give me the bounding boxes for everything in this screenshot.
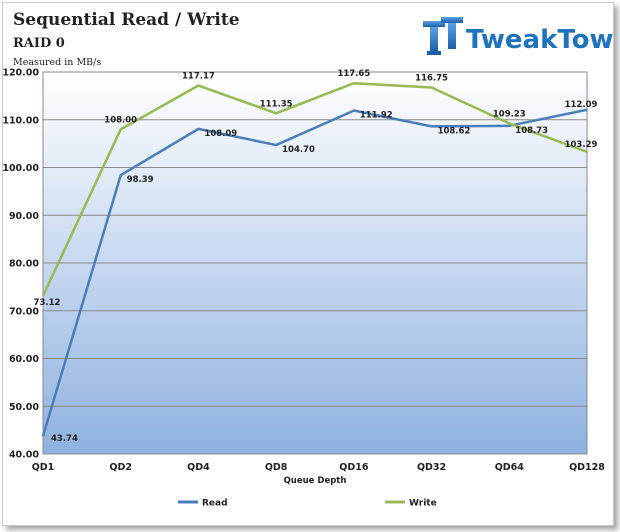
data-label-read: 111.92 — [360, 111, 393, 121]
series-line-read — [41, 108, 588, 437]
data-label-write: 103.29 — [565, 140, 598, 150]
x-tick-label: QD4 — [187, 462, 210, 473]
data-label-write: 117.17 — [182, 72, 215, 82]
data-label-write: 116.75 — [415, 74, 448, 84]
x-tick-label: QD128 — [569, 462, 605, 473]
data-label-read: 112.09 — [565, 100, 598, 110]
data-label-write: 73.12 — [34, 298, 61, 308]
x-tick-label: QD2 — [109, 462, 132, 473]
data-label-read: 108.73 — [515, 126, 548, 136]
legend-label-read: Read — [202, 499, 228, 509]
brand-name: TweakTown — [466, 25, 613, 55]
data-label-write: 117.65 — [337, 69, 370, 79]
x-tick-label: QD1 — [32, 462, 55, 473]
series-lines — [41, 81, 588, 437]
x-axis-label: Queue Depth — [284, 476, 347, 486]
y-tick-label: 90.00 — [9, 211, 39, 222]
x-tick-label: QD16 — [339, 462, 369, 473]
data-label-write: 108.00 — [104, 115, 137, 125]
y-tick-label: 40.00 — [9, 450, 39, 461]
data-label-read: 108.09 — [204, 129, 237, 139]
tweaktown-tt-icon — [423, 17, 463, 55]
y-tick-label: 70.00 — [9, 306, 39, 317]
data-label-read: 108.62 — [438, 126, 471, 136]
tweaktown-logo: TweakTown — [423, 17, 613, 55]
x-tick-label: QD64 — [495, 462, 525, 473]
x-tick-label: QD8 — [265, 462, 288, 473]
data-label-read: 98.39 — [127, 175, 154, 185]
x-axis-ticks: QD1 QD2 QD4 QD8 QD16 QD32 QD64 QD128 — [32, 462, 606, 473]
y-tick-label: 100.00 — [3, 163, 39, 174]
x-tick-label: QD32 — [417, 462, 446, 473]
legend-label-write: Write — [409, 499, 437, 509]
data-label-read: 104.70 — [282, 145, 315, 155]
unit-label: Measured in MB/s — [13, 57, 101, 68]
series-line-write — [41, 81, 588, 297]
data-label-write: 111.35 — [260, 99, 293, 109]
line-chart: Sequential Read / Write RAID 0 Measured … — [3, 10, 613, 509]
chart-subtitle: RAID 0 — [13, 36, 65, 51]
y-tick-label: 80.00 — [9, 259, 39, 270]
y-tick-label: 50.00 — [9, 402, 39, 413]
y-tick-label: 60.00 — [9, 354, 39, 365]
data-labels: 43.74 98.39 108.09 104.70 111.92 108.62 108.73… — [34, 69, 598, 444]
data-label-read: 43.74 — [51, 434, 78, 444]
legend: Read Write — [178, 499, 437, 509]
chart-title: Sequential Read / Write — [13, 10, 240, 30]
y-tick-label: 120.00 — [3, 68, 39, 79]
y-tick-label: 110.00 — [3, 115, 39, 126]
data-label-write: 109.23 — [493, 109, 526, 119]
chart-frame: Sequential Read / Write RAID 0 Measured … — [2, 2, 614, 526]
y-axis-ticks: 40.00 50.00 60.00 70.00 80.00 90.00 100.00 110.… — [3, 68, 39, 461]
